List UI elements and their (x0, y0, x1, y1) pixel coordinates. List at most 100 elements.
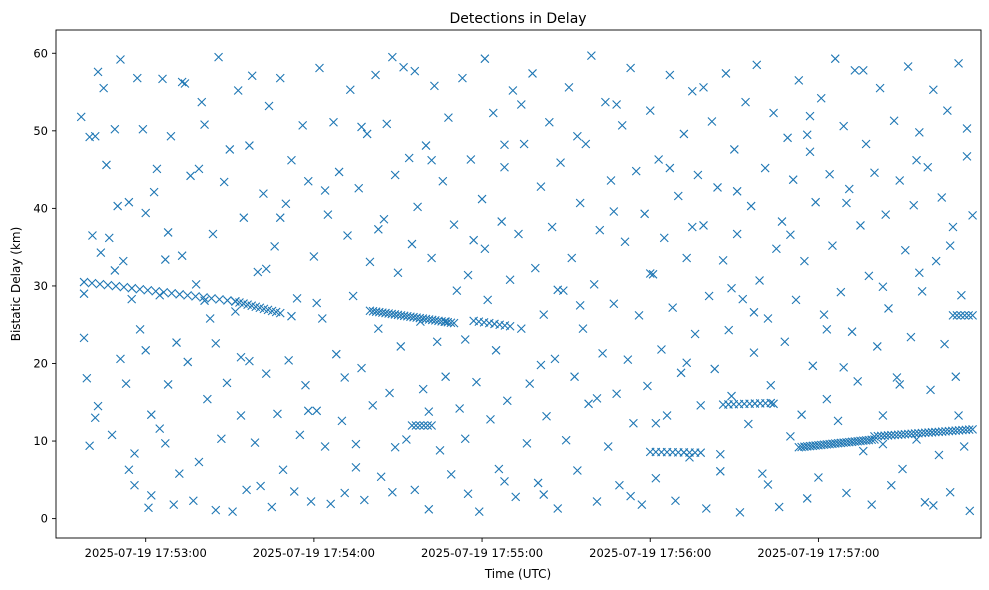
data-point (337, 416, 347, 426)
data-point (242, 485, 251, 495)
data-point (699, 83, 708, 92)
data-point (777, 217, 787, 226)
data-point (223, 296, 232, 305)
data-point (729, 145, 739, 154)
data-point (127, 283, 137, 293)
data-point (200, 120, 209, 130)
data-point (427, 155, 436, 165)
data-point (399, 62, 408, 72)
data-point (95, 279, 105, 289)
data-point (757, 469, 767, 479)
data-point (116, 55, 125, 64)
data-point (261, 369, 271, 378)
data-point (903, 429, 913, 439)
data-point (85, 441, 95, 451)
data-point (539, 490, 549, 499)
data-point (351, 463, 361, 472)
data-point (671, 496, 680, 506)
data-point (964, 311, 974, 320)
data-point (159, 287, 169, 297)
data-point (152, 164, 162, 174)
data-point (222, 378, 232, 388)
data-point (413, 202, 422, 212)
data-point (701, 504, 711, 513)
data-point (944, 426, 954, 436)
data-point (960, 311, 970, 320)
data-point (144, 503, 153, 513)
data-point (186, 171, 195, 181)
data-point (893, 430, 903, 440)
data-point (292, 293, 302, 303)
data-point (626, 63, 636, 73)
data-point (214, 52, 223, 62)
data-point (749, 307, 759, 317)
data-point (581, 139, 591, 149)
data-point (685, 452, 694, 462)
data-point (458, 73, 467, 83)
x-axis-label: Time (UTC) (484, 567, 551, 581)
data-point (390, 170, 400, 180)
data-point (102, 160, 111, 170)
data-point (631, 166, 641, 176)
data-point (732, 229, 742, 239)
x-tick-label: 2025-07-19 17:55:00 (421, 546, 543, 560)
data-point (505, 275, 515, 285)
data-point (572, 466, 582, 475)
data-point (850, 65, 860, 75)
data-point (923, 162, 933, 172)
data-point (427, 421, 436, 430)
data-point (270, 241, 280, 251)
data-point (411, 421, 421, 430)
data-point (864, 271, 874, 281)
data-point (253, 267, 263, 277)
data-point (825, 169, 835, 179)
data-point (665, 70, 675, 80)
data-point (873, 431, 883, 441)
data-point (194, 457, 204, 467)
data-point (682, 253, 692, 263)
data-point (354, 183, 364, 193)
data-point (104, 233, 114, 243)
data-point (858, 446, 868, 456)
data-point (651, 418, 661, 428)
data-point (956, 290, 966, 300)
data-point (839, 362, 849, 372)
data-point (387, 52, 397, 62)
data-point (539, 310, 549, 320)
data-point (183, 357, 193, 367)
data-point (802, 130, 812, 140)
data-point (696, 448, 706, 458)
data-point (236, 411, 246, 420)
data-point (463, 270, 473, 280)
data-point (945, 487, 955, 497)
data-point (111, 281, 121, 291)
data-point (645, 269, 655, 278)
data-point (320, 186, 330, 195)
data-point (749, 348, 759, 358)
data-point (486, 414, 495, 424)
data-point (483, 295, 493, 305)
data-point (90, 131, 100, 141)
data-point (811, 197, 821, 207)
data-point (393, 268, 403, 278)
data-point (245, 356, 254, 366)
data-point (755, 276, 764, 285)
data-point (710, 364, 720, 374)
data-point (463, 489, 473, 499)
data-point (191, 291, 200, 301)
data-point (183, 290, 192, 300)
data-point (895, 176, 905, 185)
data-point (800, 256, 809, 266)
y-tick-label: 40 (33, 201, 48, 215)
data-point (239, 213, 249, 223)
data-point (132, 73, 142, 83)
data-point (544, 117, 554, 127)
y-tick-label: 30 (33, 279, 48, 293)
data-point (390, 442, 400, 452)
data-point (287, 311, 296, 321)
data-point (954, 58, 963, 68)
data-point (763, 480, 773, 489)
data-point (920, 428, 930, 438)
data-point (110, 266, 120, 275)
